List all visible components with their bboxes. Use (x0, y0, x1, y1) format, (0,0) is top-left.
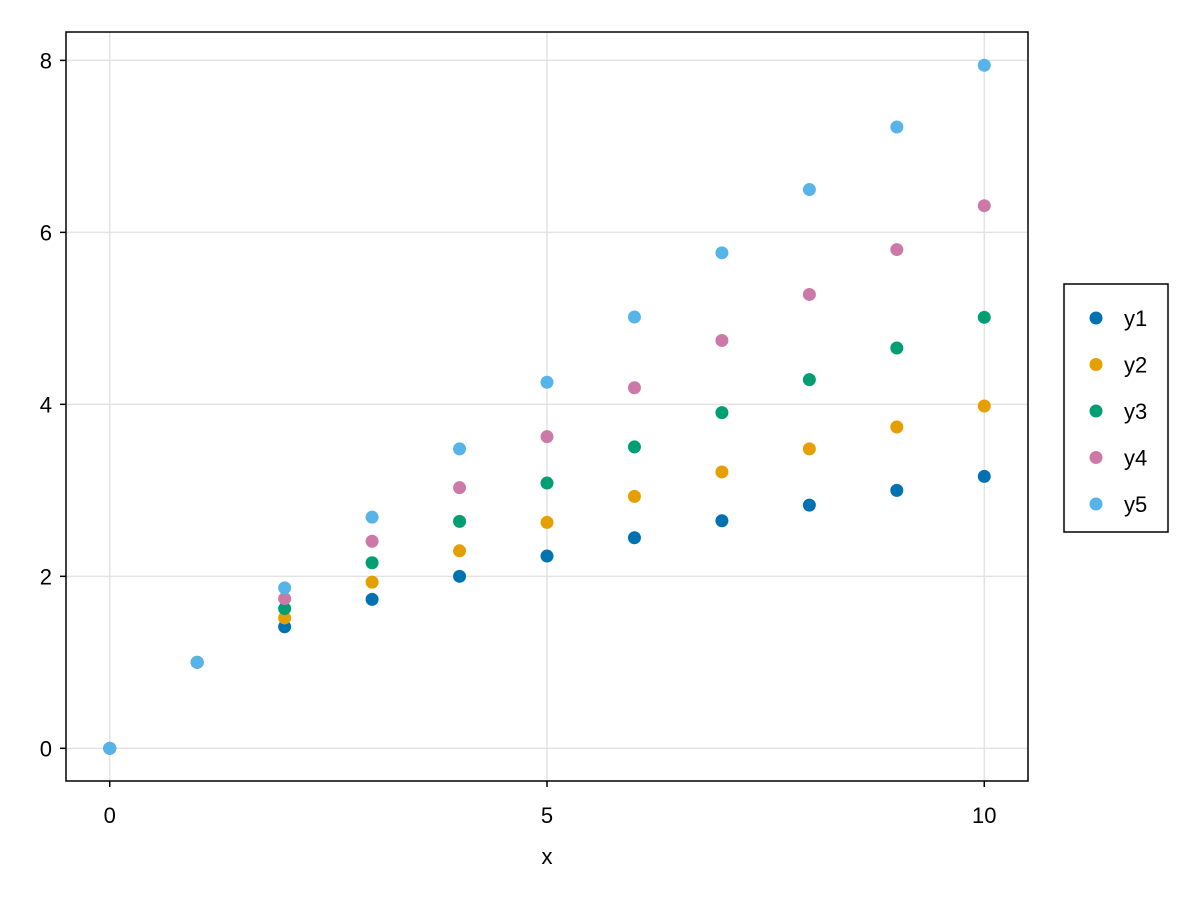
point-y3-2 (278, 602, 292, 616)
point-y4-2 (278, 592, 292, 606)
y-tick-label: 0 (40, 736, 52, 761)
point-y4-4 (453, 481, 467, 495)
point-y3-9 (890, 341, 904, 355)
point-y1-8 (802, 498, 816, 512)
point-y5-1 (190, 655, 204, 669)
point-y4-7 (715, 333, 729, 347)
point-y3-4 (453, 514, 467, 528)
point-y3-5 (540, 476, 554, 490)
point-y2-3 (365, 575, 379, 589)
point-y5-2 (278, 581, 292, 595)
y-tick-label: 4 (40, 392, 52, 417)
y-tick-label: 6 (40, 220, 52, 245)
x-axis-label: x (542, 844, 553, 869)
point-y5-9 (890, 120, 904, 134)
point-y2-8 (802, 442, 816, 456)
legend-marker-y1 (1089, 311, 1103, 325)
legend-marker-y3 (1089, 404, 1103, 418)
point-y5-0 (103, 741, 117, 755)
point-y5-8 (802, 183, 816, 197)
point-y1-3 (365, 592, 379, 606)
x-tick-label: 0 (104, 803, 116, 828)
point-y2-9 (890, 420, 904, 434)
y-tick-label: 2 (40, 564, 52, 589)
legend-box (1063, 283, 1169, 533)
data-points (103, 58, 991, 755)
x-tick-label: 10 (972, 803, 996, 828)
point-y4-3 (365, 534, 379, 548)
point-y3-7 (715, 406, 729, 420)
legend-marker-y4 (1089, 451, 1103, 464)
legend-marker-y5 (1089, 497, 1103, 511)
point-y4-6 (627, 381, 641, 395)
point-y2-5 (540, 515, 554, 529)
x-tick-label: 5 (541, 803, 553, 828)
grid-lines (66, 32, 1028, 781)
point-y5-6 (627, 310, 641, 324)
point-y2-10 (977, 399, 991, 413)
point-y5-4 (453, 442, 467, 456)
legend-label-y3: y3 (1124, 399, 1147, 424)
point-y5-3 (365, 510, 379, 524)
point-y2-4 (453, 544, 467, 558)
legend-label-y1: y1 (1124, 306, 1147, 331)
point-y5-10 (977, 58, 991, 72)
legend-label-y5: y5 (1124, 492, 1147, 517)
point-y4-9 (890, 243, 904, 257)
point-y1-7 (715, 514, 729, 528)
axis-ticks: 0 5 10 0 2 4 6 8 (40, 48, 997, 828)
point-y1-5 (540, 549, 554, 563)
point-y1-4 (453, 569, 467, 583)
point-y1-9 (890, 483, 904, 497)
point-y2-7 (715, 465, 729, 479)
point-y3-10 (977, 310, 991, 324)
legend-marker-y2 (1089, 358, 1103, 371)
y-tick-label: 8 (40, 48, 52, 73)
point-y4-8 (802, 287, 816, 301)
legend: y1 y2 y3 y4 y5 (1063, 283, 1169, 533)
legend-label-y4: y4 (1124, 446, 1147, 471)
point-y1-6 (627, 531, 641, 545)
point-y2-2 (278, 611, 292, 625)
point-y1-10 (977, 469, 991, 483)
point-y5-7 (715, 246, 729, 260)
legend-label-y2: y2 (1124, 353, 1147, 378)
point-y5-5 (540, 375, 554, 389)
point-y4-5 (540, 430, 554, 444)
point-y2-6 (627, 489, 641, 503)
point-y4-10 (977, 199, 991, 213)
point-y3-3 (365, 556, 379, 570)
point-y3-6 (627, 440, 641, 454)
point-y3-8 (802, 373, 816, 387)
